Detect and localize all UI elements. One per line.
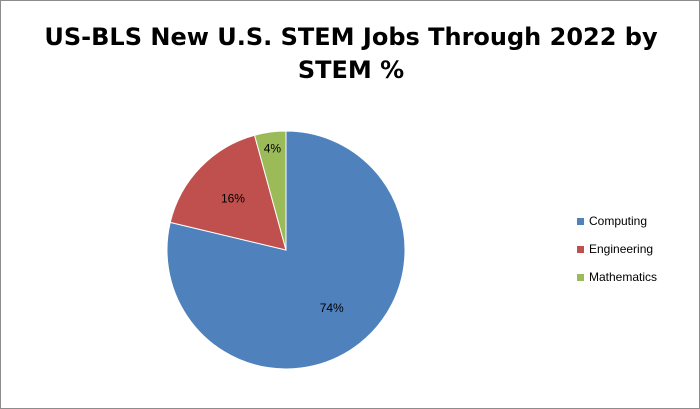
legend-item-mathematics: Mathematics <box>577 263 657 291</box>
pie-slice-engineering <box>169 134 287 251</box>
legend-swatch <box>577 245 584 253</box>
legend-label: Engineering <box>589 242 654 256</box>
legend-swatch <box>577 273 584 281</box>
legend-label: Computing <box>589 214 648 228</box>
slice-label-computing: 74% <box>320 301 344 315</box>
legend-item-computing: Computing <box>577 207 657 235</box>
pie-slice-mathematics <box>253 130 287 251</box>
slice-label-mathematics: 4% <box>264 142 282 156</box>
chart-title: US-BLS New U.S. STEM Jobs Through 2022 b… <box>44 23 658 84</box>
legend: Computing Engineering Mathematics <box>577 207 657 291</box>
legend-item-engineering: Engineering <box>577 235 657 263</box>
legend-swatch <box>577 217 584 225</box>
slice-label-engineering: 16% <box>221 192 245 206</box>
pie-slice-computing <box>166 130 406 370</box>
legend-label: Mathematics <box>589 270 658 284</box>
